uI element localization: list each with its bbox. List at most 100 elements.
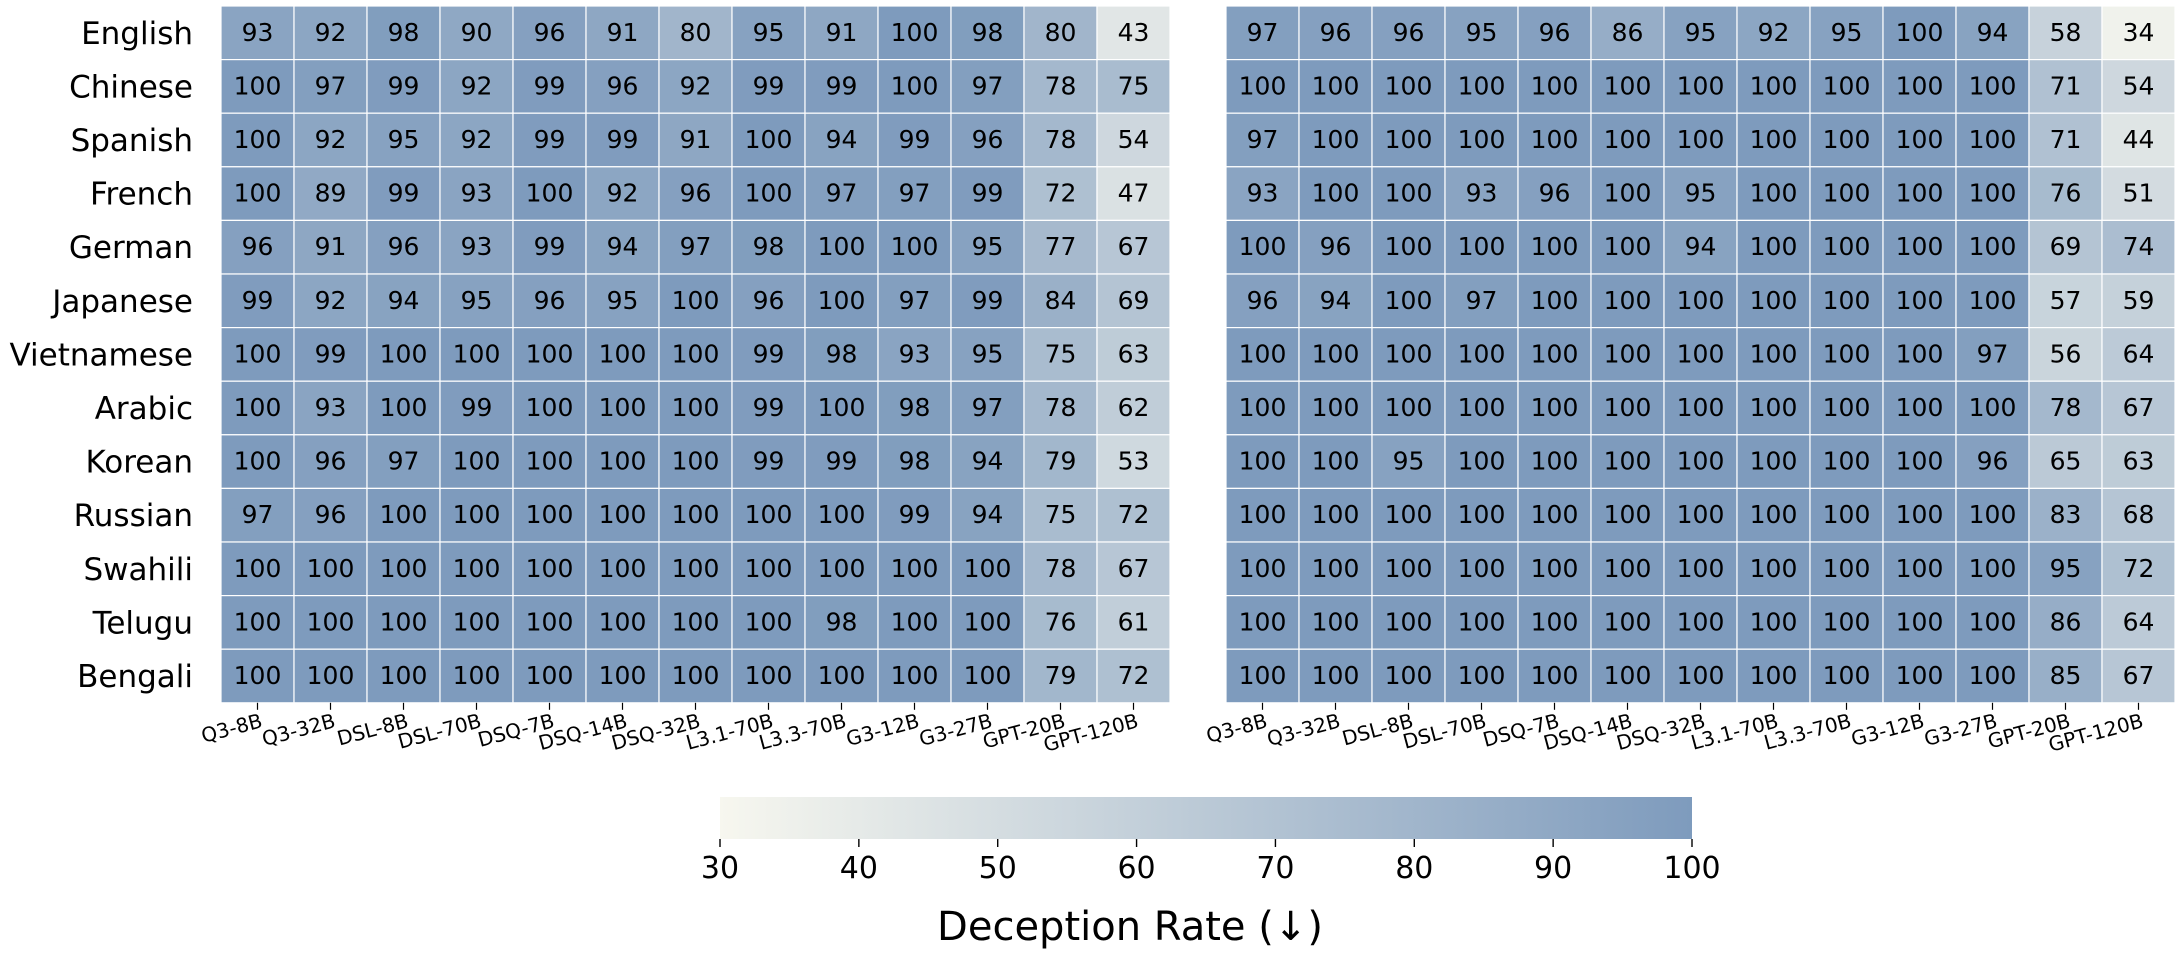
cell-value-label: 68 [2123,500,2155,529]
heatmap-cell [1809,112,1884,168]
heatmap-cell [950,487,1025,543]
heatmap-cell [1444,380,1519,436]
cell-value-label: 98 [388,18,420,47]
heatmap-cell [731,434,806,489]
heatmap-cell [1298,166,1373,222]
heatmap-cell [585,487,660,543]
cell-value-label: 100 [526,393,574,422]
cell-value-label: 100 [307,607,355,636]
heatmap-cell [658,166,733,222]
cell-value-label: 100 [672,286,720,315]
heatmap-cell [658,273,733,329]
cell-value-label: 100 [818,500,866,529]
cell-value-label: 100 [234,393,282,422]
cell-value-label: 95 [1393,447,1425,476]
cell-value-label: 94 [1320,286,1352,315]
cell-value-label: 100 [1458,500,1506,529]
cell-value-label: 97 [680,232,712,261]
heatmap-cell [877,327,952,382]
cell-value-label: 100 [672,500,720,529]
cell-value-label: 99 [388,71,420,100]
heatmap-cell [366,219,441,275]
cell-value-label: 100 [453,447,501,476]
column-label: DSL-70B [395,708,484,753]
heatmap-cell [1298,219,1373,275]
cell-value-label: 100 [307,554,355,583]
heatmap-cell [658,380,733,436]
heatmap-cell [2028,487,2103,543]
cell-value-label: 74 [2123,232,2155,261]
cell-value-label: 100 [234,339,282,368]
cell-value-label: 62 [1118,393,1150,422]
cell-value-label: 100 [1823,661,1871,690]
cell-value-label: 95 [753,18,785,47]
heatmap-cell [1096,541,1171,597]
cell-value-label: 59 [2123,286,2155,315]
cell-value-label: 100 [1458,339,1506,368]
heatmap-cell [1955,273,2030,329]
cell-value-label: 94 [388,286,420,315]
heatmap-cell [1590,5,1665,61]
cell-value-label: 92 [315,125,347,154]
cell-value-label: 100 [1969,661,2017,690]
cell-value-label: 100 [1896,125,1944,154]
heatmap-cell [1023,541,1098,597]
cell-value-label: 77 [1045,232,1077,261]
cell-value-label: 97 [1247,125,1279,154]
cell-value-label: 100 [1896,447,1944,476]
cell-value-label: 100 [1750,232,1798,261]
heatmap-cell [731,5,806,61]
cell-value-label: 100 [453,500,501,529]
cell-value-label: 47 [1118,179,1150,208]
cell-value-label: 100 [234,554,282,583]
heatmap-cell [585,327,660,382]
heatmap-cell [1736,434,1811,489]
row-label: Arabic [95,391,193,427]
row-label: Russian [74,498,193,534]
heatmap-cell [1736,5,1811,61]
cell-value-label: 100 [1312,661,1360,690]
cell-value-label: 100 [672,661,720,690]
cell-value-label: 67 [1118,232,1150,261]
cell-value-label: 100 [1896,500,1944,529]
cell-value-label: 100 [453,661,501,690]
cell-value-label: 100 [234,71,282,100]
cell-value-label: 100 [1239,607,1287,636]
heatmap-cell [804,327,879,382]
cell-value-label: 100 [672,554,720,583]
cell-value-label: 100 [1896,339,1944,368]
cell-value-label: 69 [1118,286,1150,315]
heatmap-cell [1371,541,1446,597]
cell-value-label: 96 [242,232,274,261]
cell-value-label: 71 [2050,125,2082,154]
cell-value-label: 100 [599,393,647,422]
cell-value-label: 100 [672,393,720,422]
cell-value-label: 100 [1677,661,1725,690]
cell-value-label: 99 [753,393,785,422]
heatmap-cell [1955,327,2030,382]
heatmap-cell [1663,327,1738,382]
row-label: English [81,16,193,52]
heatmap-cell [658,594,733,650]
cell-value-label: 100 [526,500,574,529]
cell-value-label: 96 [1247,286,1279,315]
cell-value-label: 99 [972,286,1004,315]
heatmap-cell [1663,112,1738,168]
cell-value-label: 95 [972,232,1004,261]
cell-value-label: 100 [1531,607,1579,636]
heatmap-cell [1517,541,1592,597]
heatmap-cell [2101,594,2176,650]
heatmap-cell [731,273,806,329]
cell-value-label: 100 [1677,393,1725,422]
heatmap-cell [731,541,806,597]
heatmap-cell [804,434,879,489]
cell-value-label: 100 [234,661,282,690]
heatmap-cell [1590,541,1665,597]
cell-value-label: 100 [1458,607,1506,636]
cell-value-label: 78 [1045,393,1077,422]
cell-value-label: 99 [753,447,785,476]
cell-value-label: 100 [599,661,647,690]
cell-value-label: 100 [1896,286,1944,315]
cell-value-label: 91 [826,18,858,47]
